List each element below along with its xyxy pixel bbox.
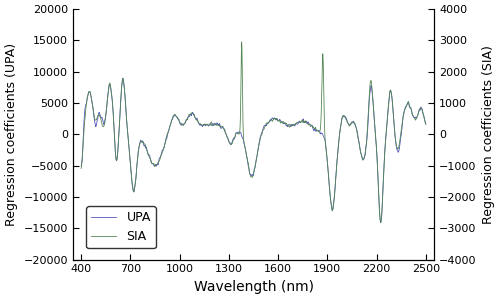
SIA xyxy=(170,114,176,118)
UPA xyxy=(78,164,84,168)
Y-axis label: Regression coefficients (UPA): Regression coefficients (UPA) xyxy=(5,43,18,226)
UPA xyxy=(195,120,201,123)
Legend: UPA, SIA: UPA, SIA xyxy=(86,206,156,248)
UPA xyxy=(378,221,384,225)
X-axis label: Wavelength (nm): Wavelength (nm) xyxy=(194,280,314,294)
UPA xyxy=(321,136,327,140)
SIA xyxy=(423,123,429,126)
SIA xyxy=(321,106,327,110)
UPA xyxy=(423,122,429,126)
SIA xyxy=(378,221,384,224)
Line: SIA: SIA xyxy=(81,42,426,222)
UPA xyxy=(166,130,172,134)
Line: UPA: UPA xyxy=(81,78,426,223)
SIA xyxy=(195,119,201,123)
SIA xyxy=(264,121,270,125)
SIA xyxy=(78,167,84,170)
UPA xyxy=(120,77,126,80)
SIA xyxy=(238,40,244,44)
Y-axis label: Regression coefficients (SIA): Regression coefficients (SIA) xyxy=(482,45,495,224)
UPA xyxy=(170,115,176,119)
SIA xyxy=(165,130,171,134)
UPA xyxy=(264,122,270,126)
UPA xyxy=(112,152,118,156)
SIA xyxy=(112,153,118,157)
